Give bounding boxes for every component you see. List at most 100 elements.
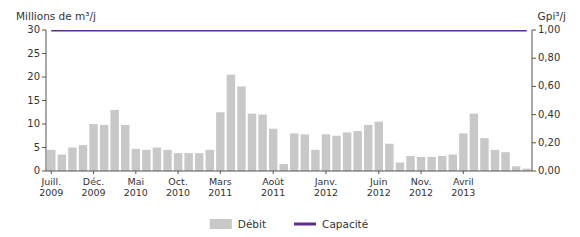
legend-label: Capacité	[322, 218, 368, 230]
y-tick-label: 25	[27, 48, 40, 59]
x-tick-label-line: 2011	[261, 187, 285, 198]
x-tick-label: Mai2010	[124, 176, 148, 198]
y-tick	[42, 171, 46, 172]
capacity-line	[51, 30, 526, 32]
x-tick-label: Mars2011	[208, 176, 232, 198]
x-tick-label-line: 2009	[39, 187, 63, 198]
y-tick	[42, 53, 46, 54]
x-tick-label-line: 2010	[166, 187, 190, 198]
y2-axis-label: Gpi³/j	[538, 10, 566, 22]
y-tick-label: 5	[34, 142, 40, 153]
x-tick	[51, 171, 52, 174]
bar	[68, 148, 76, 172]
x-tick-label: Juin2012	[367, 176, 391, 198]
bar	[142, 150, 150, 171]
x-tick-label-line: Déc.	[83, 176, 104, 187]
y-tick-label: 10	[27, 118, 40, 129]
legend: DébitCapacité	[210, 218, 368, 230]
x-tick-label: Juill.2009	[39, 176, 63, 198]
bar	[406, 156, 414, 171]
y2-tick	[532, 114, 536, 115]
bar	[132, 149, 140, 171]
bar	[237, 86, 245, 171]
bar	[216, 112, 224, 171]
x-tick	[273, 171, 274, 174]
bar	[459, 133, 467, 171]
x-tick-label: Nov.2012	[409, 176, 433, 198]
x-tick	[378, 171, 379, 174]
x-tick-label: Août2011	[261, 176, 285, 198]
x-tick-label-line: Nov.	[411, 176, 432, 187]
y2-tick	[532, 58, 536, 59]
bar	[417, 157, 425, 171]
axes: 0510152025300,000,200,400,600,801,00Juil…	[27, 24, 560, 198]
x-tick-label-line: Mars	[209, 176, 232, 187]
x-tick-label: Déc.2009	[81, 176, 105, 198]
x-tick	[178, 171, 179, 174]
y2-tick	[532, 86, 536, 87]
bar	[89, 124, 97, 171]
bar	[427, 157, 435, 171]
bar	[121, 125, 129, 171]
y2-tick-label: 0,00	[538, 165, 560, 176]
x-tick-label-line: 2012	[314, 187, 338, 198]
x-tick-label: Oct.2010	[166, 176, 190, 198]
x-tick-label-line: 2009	[81, 187, 105, 198]
x-tick-label-line: Août	[262, 176, 284, 187]
y2-tick-label: 0,60	[538, 80, 560, 91]
x-tick-label-line: 2011	[208, 187, 232, 198]
y-tick-label: 30	[27, 24, 40, 35]
chart: 0510152025300,000,200,400,600,801,00Juil…	[0, 0, 580, 237]
y2-tick-label: 0,80	[538, 52, 560, 63]
x-tick-label-line: 2010	[124, 187, 148, 198]
bar	[79, 145, 87, 171]
bar	[174, 153, 182, 171]
bar	[512, 166, 520, 171]
bar	[449, 155, 457, 171]
y2-axis-line	[532, 30, 533, 171]
x-tick-label-line: 2012	[367, 187, 391, 198]
legend-swatch	[210, 219, 232, 229]
y-tick	[42, 147, 46, 148]
x-tick	[463, 171, 464, 174]
bar	[227, 75, 235, 171]
x-tick-label-line: Mai	[127, 176, 144, 187]
bar	[332, 136, 340, 171]
x-tick	[93, 171, 94, 174]
y-tick	[42, 77, 46, 78]
x-tick-label-line: Juill.	[40, 176, 61, 187]
bar	[438, 156, 446, 171]
bar	[290, 133, 298, 171]
x-tick-label: Avril2013	[451, 176, 475, 198]
y2-tick	[532, 171, 536, 172]
bar	[385, 144, 393, 171]
bar	[353, 131, 361, 171]
y2-tick-label: 0,20	[538, 137, 560, 148]
x-tick-label-line: Juin	[369, 176, 387, 187]
bar	[248, 114, 256, 171]
bar	[322, 134, 330, 171]
y2-tick	[532, 30, 536, 31]
y2-tick-label: 0,40	[538, 109, 560, 120]
y-tick-label: 20	[27, 71, 40, 82]
x-tick	[325, 171, 326, 174]
bar	[206, 150, 214, 171]
y-tick	[42, 30, 46, 31]
bar	[364, 125, 372, 171]
bar	[396, 163, 404, 171]
y-tick-label: 0	[34, 165, 40, 176]
bar	[343, 132, 351, 171]
bar	[491, 150, 499, 171]
plot-area	[47, 30, 531, 171]
x-tick-label-line: Oct.	[168, 176, 187, 187]
x-axis-line	[46, 171, 532, 172]
bar	[480, 138, 488, 171]
x-tick-label-line: 2012	[409, 187, 433, 198]
bar	[301, 134, 309, 171]
bar	[110, 110, 118, 171]
x-tick	[421, 171, 422, 174]
x-tick-label-line: 2013	[451, 187, 475, 198]
bar	[470, 114, 478, 171]
bar	[153, 148, 161, 172]
y-axis-label: Millions de m³/j	[16, 10, 96, 22]
